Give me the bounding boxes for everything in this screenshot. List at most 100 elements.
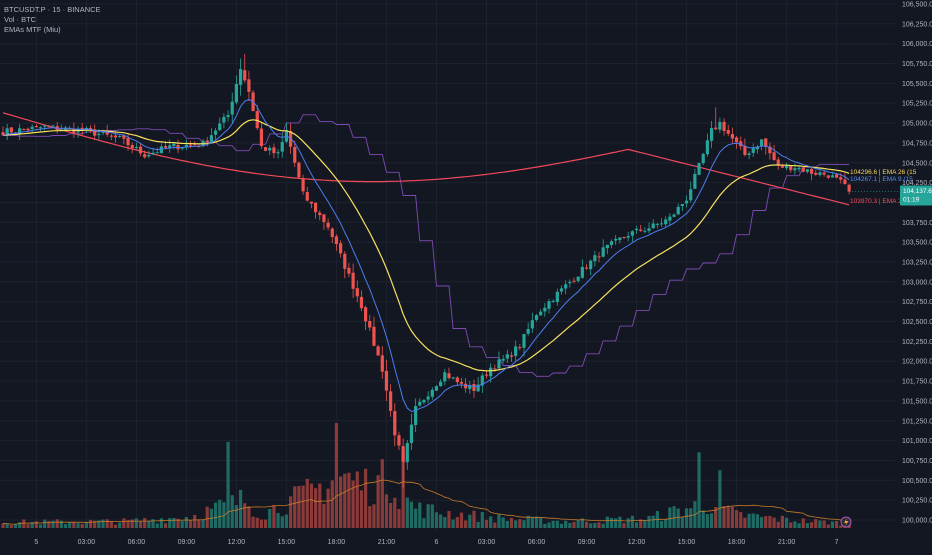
candle-body [718,122,722,130]
candle-body [43,125,47,127]
volume-bar [368,506,372,528]
volume-bar [451,519,455,528]
volume-bar [268,508,272,528]
candle-body [676,206,680,215]
candle-body [509,355,514,357]
volume-bar [680,516,684,528]
candle-body [734,137,739,143]
candle-body [793,168,797,171]
volume-bar [13,524,18,528]
time-tick-label: 21:00 [778,539,796,546]
volume-bar [213,502,218,528]
volume-bar [47,520,51,528]
candle-body [747,153,751,156]
price-grid [0,0,895,530]
volume-bar [101,519,105,528]
volume-indicator-title[interactable]: Vol · BTC [4,15,37,24]
volume-bar [547,522,551,528]
candle-body [384,370,389,391]
volume-bar [514,520,518,528]
candle-body [484,374,489,376]
candle-body [697,163,701,175]
volume-bar [409,501,414,528]
price-tick-label: 102,250.0 [902,339,932,346]
volume-bar [526,515,530,528]
candle-body [380,355,384,372]
volume-bar [489,516,493,528]
candle-body [276,152,280,154]
volume-bar [351,480,355,528]
volume-bar [226,441,230,528]
volume-bar [118,522,122,528]
candle-body [234,84,239,103]
volume-bar [476,521,480,528]
volume-bars [1,423,851,528]
volume-bar [522,520,526,528]
candle-body [493,368,497,370]
lightning-glyph [844,518,849,527]
candle-body [193,144,197,146]
volume-bar [839,525,843,528]
symbol-title[interactable]: BTCUSDT.P · 15 · BINANCE [4,5,101,14]
volume-bar [651,515,655,528]
volume-bar [751,513,755,528]
candle-body [318,212,322,216]
volume-bar [518,519,522,528]
volume-bar [243,503,247,528]
ema-indicator-title[interactable]: EMAs MTF (Miu) [4,25,61,34]
candle-body [268,147,272,151]
volume-bar [276,513,280,528]
volume-bar [789,522,793,528]
volume-bar [147,520,151,528]
volume-bar [280,516,284,528]
candle-body [835,174,839,178]
candle-body [38,127,43,129]
volume-bar [747,513,751,528]
candle-body [476,384,480,392]
price-tick-label: 102,500.0 [902,319,932,326]
volume-bar [72,522,76,528]
volume-bar [539,517,543,528]
time-tick-label: 06:00 [128,539,146,546]
volume-bar [122,518,126,528]
volume-bar [230,495,234,528]
candle-body [401,446,405,462]
volume-bar [793,521,797,528]
time-tick-label: 18:00 [728,539,746,546]
candle-body [118,136,122,138]
volume-bar [484,519,489,528]
candle-body [622,237,626,239]
candle-body [547,301,551,309]
candle-body [130,145,134,149]
candle-body [47,125,51,127]
volume-bar [380,459,384,528]
candle-body [368,321,372,328]
candle-body [643,230,647,232]
time-tick-label: 09:00 [578,539,596,546]
volume-bar [759,517,764,528]
candle-body [693,173,697,189]
candle-body [809,168,814,174]
price-tick-label: 103,750.0 [902,220,932,227]
volume-bar [630,515,634,528]
candle-body [439,381,443,387]
candle-body [647,228,651,231]
volume-bar [405,497,409,528]
volume-bar [764,516,768,528]
candle-body [355,288,359,297]
volume-bar [480,512,484,528]
volume-bar [176,518,180,528]
volume-bar [447,511,451,528]
volume-bar [38,524,43,528]
candle-body [593,255,597,262]
candle-body [409,424,414,443]
volume-bar [818,520,822,528]
volume-bar [784,517,789,528]
volume-bar [126,520,130,528]
ema-9-line [2,98,850,413]
volume-bar [709,513,714,528]
volume-bar [801,518,805,528]
volume-bar [389,502,393,528]
